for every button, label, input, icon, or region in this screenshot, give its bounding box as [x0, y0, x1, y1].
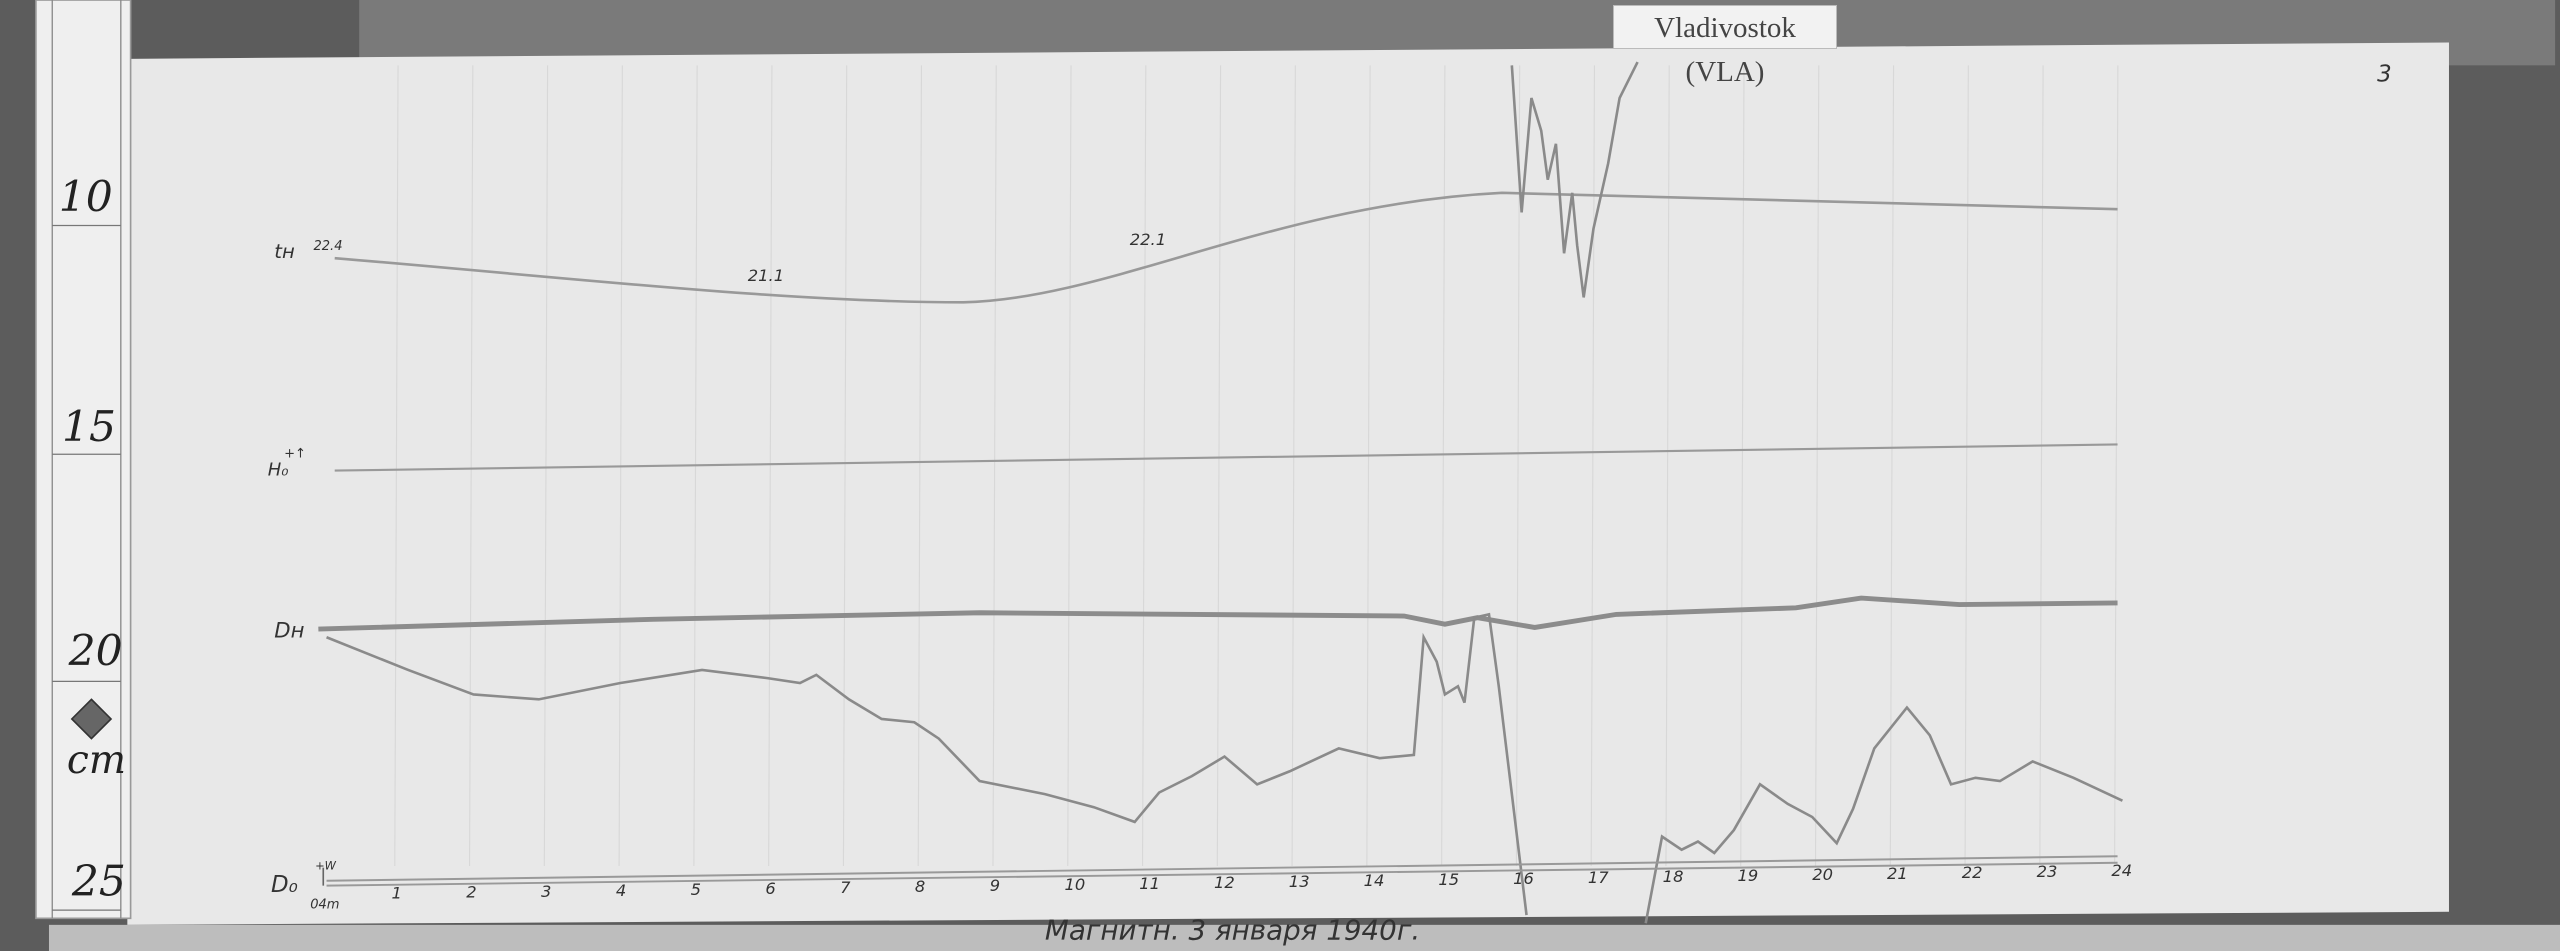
temperature-annotation: 22.1: [1130, 230, 1166, 249]
hour-tick-label: 7: [840, 878, 851, 897]
hour-gridline: [842, 65, 848, 867]
hour-tick-label: 22: [1962, 863, 1983, 882]
hour-gridline: [2114, 65, 2119, 867]
sheet-number: 3: [2377, 62, 2392, 88]
hour-tick-label: 21: [1887, 864, 1908, 883]
hour-tick-label: 18: [1663, 867, 1684, 886]
hour-tick-label: 13: [1289, 872, 1310, 891]
hour-tick-label: 23: [2037, 862, 2058, 881]
ruler-mark-15: 15: [62, 403, 116, 452]
hour-tick-label: 12: [1214, 873, 1235, 892]
bottom-strip: [48, 924, 2560, 951]
hour-grid: [394, 65, 2119, 867]
h-baseline-sign: +↑: [284, 447, 306, 462]
hour-gridline: [1889, 65, 1895, 867]
hour-gridline: [1291, 65, 1296, 867]
temperature-annotation: 21.1: [748, 266, 784, 285]
declination-baseline-trace: [318, 595, 2118, 632]
hour-tick-label: 10: [1064, 875, 1085, 894]
hour-gridline: [468, 65, 474, 867]
hour-tick-label: 2: [466, 883, 476, 902]
horizontal-intensity-trace: [326, 612, 1528, 916]
hour-ticks: 1 2 3 4 5 6 7 8 9 10 11 12 13 14 15 16 17 18 19 20 21 22 23 24: [392, 861, 2133, 903]
ruler-mark-20: 20: [68, 627, 123, 676]
hour-gridline: [394, 65, 399, 867]
hour-tick-label: 24: [2111, 861, 2132, 880]
paper-sheet: [127, 42, 2449, 925]
station-label: Vladivostok (VLA): [1613, 5, 1837, 88]
hour-tick-label: 11: [1139, 874, 1160, 893]
temperature-start-value: 22.4: [313, 239, 342, 254]
hour-gridline: [543, 65, 549, 867]
hour-gridline: [1515, 65, 1521, 867]
temperature-trace: [334, 191, 2118, 304]
hour-gridline: [1067, 65, 1072, 867]
d-baseline-sign: +W: [315, 858, 337, 872]
hour-tick-label: 3: [541, 882, 551, 901]
hour-tick-label: 9: [990, 876, 1000, 895]
diamond-emblem-icon: [70, 698, 113, 740]
hour-gridline: [1141, 65, 1147, 867]
ruler-mark-25: 25: [71, 857, 126, 906]
h-baseline: [334, 443, 2118, 472]
caption: Магнитн. 3 января 1940г.: [1045, 914, 1420, 947]
storm-spike-trace: [1510, 61, 1639, 298]
hour-tick-label: 5: [691, 880, 701, 899]
ruler-mark-10: 10: [59, 173, 113, 222]
hour-gridline: [992, 65, 997, 867]
hour-tick-label: 15: [1438, 870, 1459, 889]
hour-tick-label: 8: [915, 877, 925, 896]
hour-gridline: [1964, 65, 1969, 867]
horizontal-intensity-trace-recovery: [1644, 705, 2124, 924]
hour-gridline: [1590, 65, 1596, 867]
hour-tick-label: 1: [392, 884, 402, 903]
d-baseline-label: D₀: [271, 872, 298, 898]
d-baseline: [326, 855, 2118, 882]
hour-tick-label: 19: [1737, 866, 1758, 885]
hour-gridline: [1366, 65, 1371, 867]
hour-tick-label: 14: [1364, 871, 1385, 890]
ruler-dividers: [52, 224, 121, 911]
hour-tick-label: 17: [1588, 868, 1609, 887]
hour-tick-label: 6: [765, 879, 775, 898]
hour-tick-label: 20: [1812, 865, 1833, 884]
h-baseline-label: H₀: [268, 459, 289, 480]
hour-gridline: [768, 65, 773, 867]
h-trace-label: Dн: [274, 618, 304, 643]
hour-gridline: [1814, 65, 1820, 867]
d-baseline-time: 04m: [310, 898, 339, 913]
hour-tick-label: 16: [1513, 869, 1534, 888]
hour-tick-label: 4: [616, 881, 626, 900]
hour-gridline: [917, 65, 923, 867]
hour-gridline: [2039, 65, 2044, 867]
hour-gridline: [1216, 65, 1222, 867]
hour-gridline: [1665, 65, 1670, 867]
ruler-unit: cm: [67, 738, 126, 783]
temperature-label: tн: [274, 240, 295, 263]
